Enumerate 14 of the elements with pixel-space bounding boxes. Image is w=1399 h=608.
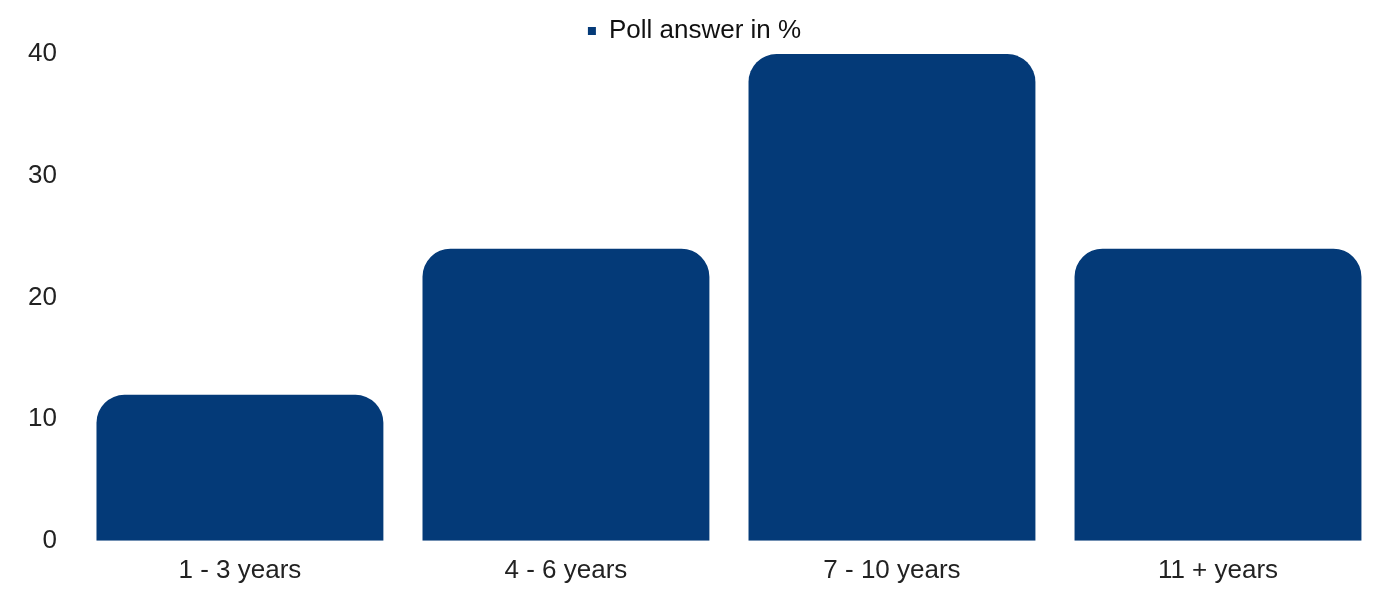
bar [1074,248,1362,541]
y-tick-label: 10 [28,402,57,433]
bar [422,248,710,541]
y-tick-label: 0 [42,523,57,554]
x-tick-label: 7 - 10 years [823,553,961,584]
y-tick-label: 40 [28,37,57,68]
x-tick-label: 4 - 6 years [504,553,628,584]
bar [748,54,1036,541]
y-tick-label: 30 [28,158,57,189]
x-tick-label: 11 + years [1157,553,1279,584]
y-tick-label: 20 [28,280,57,311]
x-tick-label: 1 - 3 years [178,553,302,584]
legend-label: Poll answer in % [608,14,802,45]
bar [96,394,384,541]
